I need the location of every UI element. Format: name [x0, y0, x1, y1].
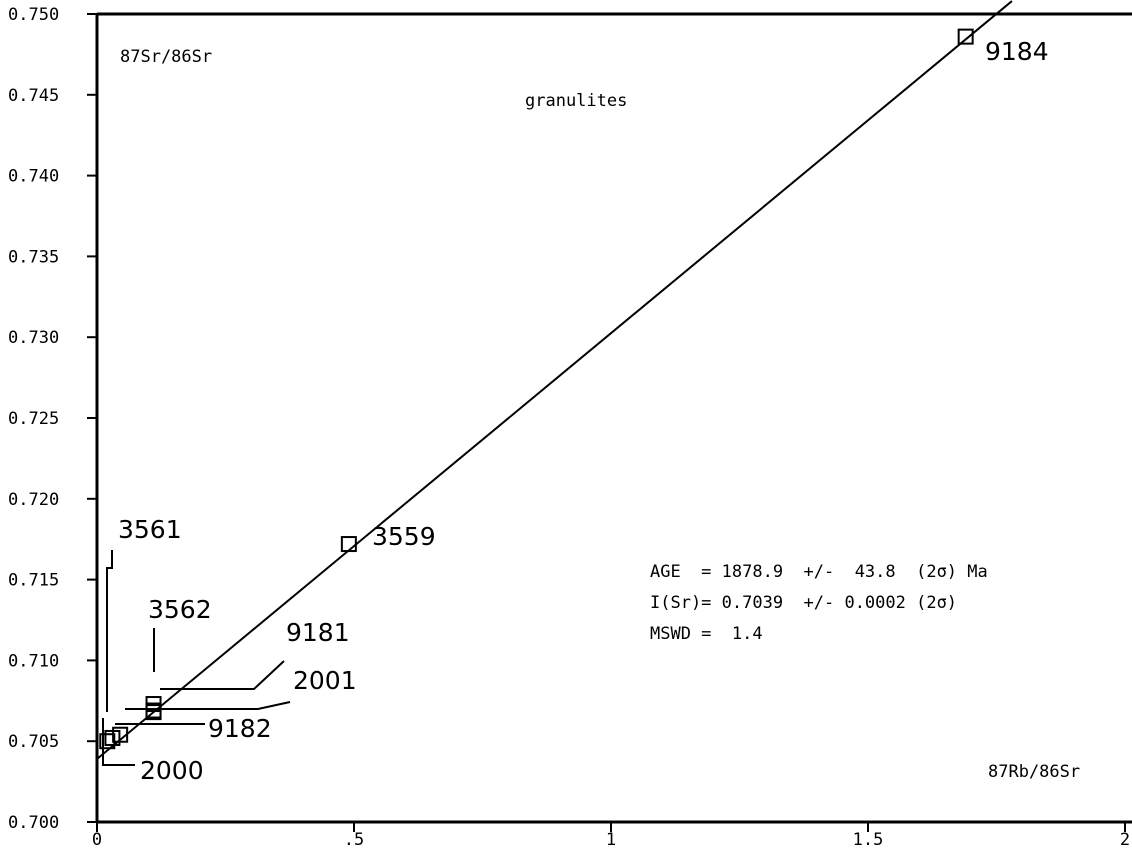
y-tick-label: 0.730	[8, 328, 59, 348]
x-tick-label: 2	[1120, 830, 1130, 848]
isochron-line	[96, 0, 1013, 760]
data-point-3559	[340, 536, 357, 553]
y-tick-label: 0.710	[8, 651, 59, 671]
y-tick-label: 0.705	[8, 732, 59, 752]
point-label-9181: 9181	[286, 618, 350, 647]
y-axis-label: 87Sr/86Sr	[120, 47, 212, 67]
y-tick-label: 0.725	[8, 409, 59, 429]
y-tick-label: 0.750	[8, 5, 59, 25]
point-label-2000: 2000	[140, 756, 204, 785]
y-tick-label: 0.745	[8, 86, 59, 106]
point-label-3562: 3562	[148, 595, 212, 624]
x-tick-label: .5	[344, 830, 364, 848]
data-point-9181	[145, 704, 162, 721]
y-tick-label: 0.700	[8, 813, 59, 833]
leader-line-9181	[160, 660, 285, 690]
point-label-2001: 2001	[293, 666, 357, 695]
x-tick-label: 1	[606, 830, 616, 848]
mswd-annotation: MSWD = 1.4	[650, 624, 763, 644]
x-tick-label: 0	[92, 830, 102, 848]
point-label-3559: 3559	[372, 522, 436, 551]
leader-line-3561	[106, 550, 113, 712]
data-point-9182	[104, 729, 121, 746]
chart-axes	[95, 12, 1132, 824]
y-tick-label: 0.740	[8, 167, 59, 187]
y-tick-label: 0.720	[8, 490, 59, 510]
data-points	[99, 28, 974, 750]
age-annotation: AGE = 1878.9 +/- 43.8 (2σ) Ma	[650, 562, 988, 582]
x-tick-group: 0 .5 1 1.5 2	[92, 822, 1130, 848]
point-label-3561: 3561	[118, 515, 182, 544]
x-tick-label: 1.5	[853, 830, 884, 848]
initial-ratio-annotation: I(Sr)= 0.7039 +/- 0.0002 (2σ)	[650, 593, 957, 613]
point-label-9182: 9182	[208, 714, 272, 743]
y-tick-label: 0.715	[8, 571, 59, 591]
x-axis-label: 87Rb/86Sr	[988, 762, 1080, 782]
point-label-9184: 9184	[985, 37, 1049, 66]
chart-title: granulites	[525, 91, 627, 111]
data-point-2000	[99, 733, 116, 750]
leader-line-2001	[125, 701, 291, 710]
y-tick-label: 0.735	[8, 247, 59, 267]
data-point-9184	[957, 28, 974, 45]
isochron-statistics: AGE = 1878.9 +/- 43.8 (2σ) Ma I(Sr)= 0.7…	[650, 562, 988, 644]
y-tick-group: 0.700 0.705 0.710 0.715 0.720 0.725 0.730 0.735…	[8, 5, 97, 833]
